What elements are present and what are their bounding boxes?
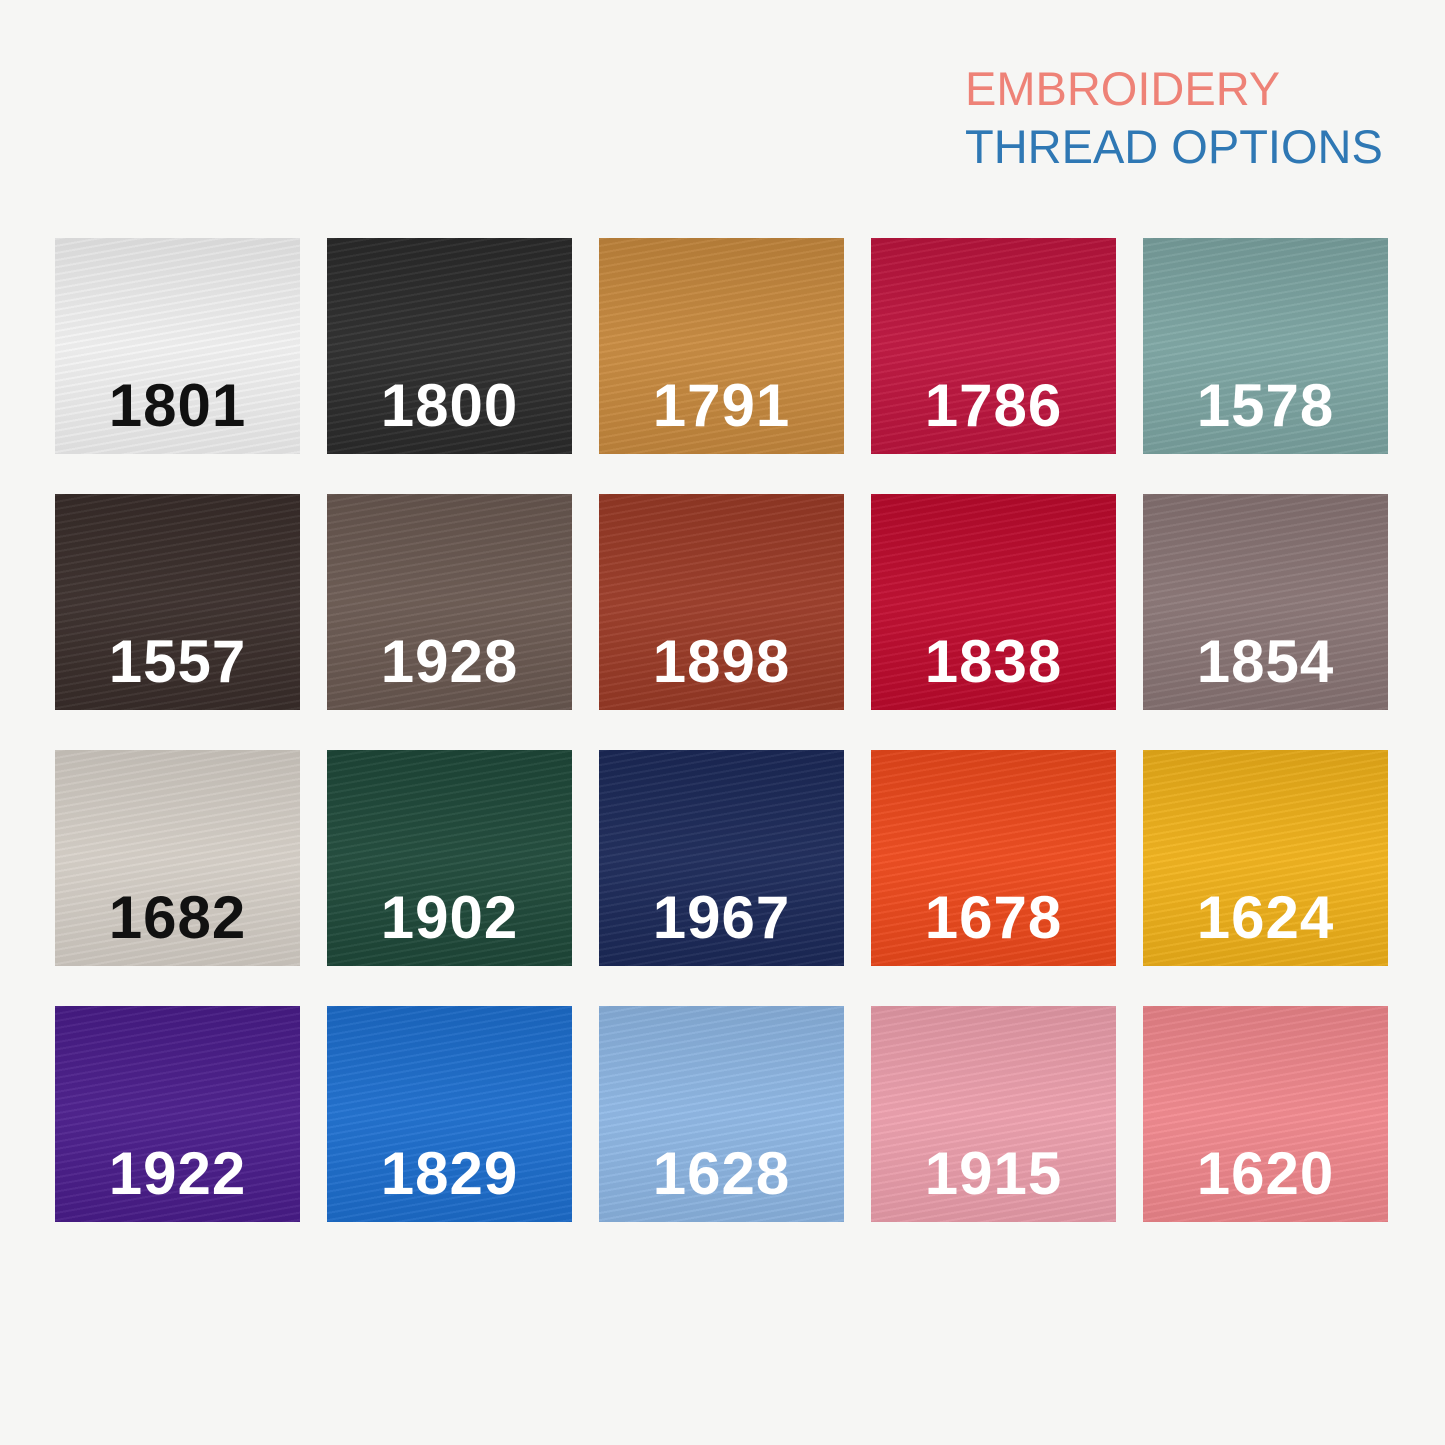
thread-code-label: 1838 [924, 628, 1063, 695]
thread-code-label: 1829 [380, 1140, 519, 1207]
title-line-embroidery: EMBROIDERY [965, 62, 1281, 115]
thread-code-label: 1791 [652, 372, 791, 439]
thread-code-label: 1557 [108, 628, 247, 695]
thread-code-label: 1620 [1196, 1140, 1335, 1207]
thread-swatch-1578: 1578 [1143, 238, 1388, 454]
thread-code-label: 1628 [652, 1140, 791, 1207]
thread-code-label: 1578 [1196, 372, 1335, 439]
thread-code-label: 1922 [108, 1140, 247, 1207]
thread-swatch-1791: 1791 [599, 238, 844, 454]
swatch-grid: 1801 1800 1791 1786 1578 1557 1928 1898 1838 1854… [55, 238, 1388, 1222]
thread-swatch-1854: 1854 [1143, 494, 1388, 710]
thread-swatch-1678: 1678 [871, 750, 1116, 966]
thread-swatch-1967: 1967 [599, 750, 844, 966]
thread-swatch-1628: 1628 [599, 1006, 844, 1222]
thread-swatch-1915: 1915 [871, 1006, 1116, 1222]
thread-code-label: 1786 [924, 372, 1063, 439]
thread-swatch-1620: 1620 [1143, 1006, 1388, 1222]
thread-code-label: 1902 [380, 884, 519, 951]
thread-code-label: 1624 [1196, 884, 1335, 951]
thread-swatch-1838: 1838 [871, 494, 1116, 710]
thread-code-label: 1854 [1196, 628, 1335, 695]
thread-code-label: 1801 [108, 372, 247, 439]
thread-code-label: 1967 [652, 884, 791, 951]
thread-code-label: 1915 [924, 1140, 1063, 1207]
thread-swatch-1786: 1786 [871, 238, 1116, 454]
thread-code-label: 1678 [924, 884, 1063, 951]
thread-code-label: 1800 [380, 372, 519, 439]
thread-swatch-1801: 1801 [55, 238, 300, 454]
thread-code-label: 1928 [380, 628, 519, 695]
thread-swatch-1829: 1829 [327, 1006, 572, 1222]
title-line-thread-options: THREAD OPTIONS [965, 120, 1383, 173]
thread-swatch-1898: 1898 [599, 494, 844, 710]
thread-swatch-1624: 1624 [1143, 750, 1388, 966]
thread-swatch-1682: 1682 [55, 750, 300, 966]
thread-code-label: 1898 [652, 628, 791, 695]
thread-swatch-1928: 1928 [327, 494, 572, 710]
page-title: EMBROIDERY THREAD OPTIONS [965, 60, 1383, 176]
thread-swatch-1902: 1902 [327, 750, 572, 966]
thread-swatch-1800: 1800 [327, 238, 572, 454]
thread-swatch-1557: 1557 [55, 494, 300, 710]
thread-code-label: 1682 [108, 884, 247, 951]
thread-swatch-1922: 1922 [55, 1006, 300, 1222]
